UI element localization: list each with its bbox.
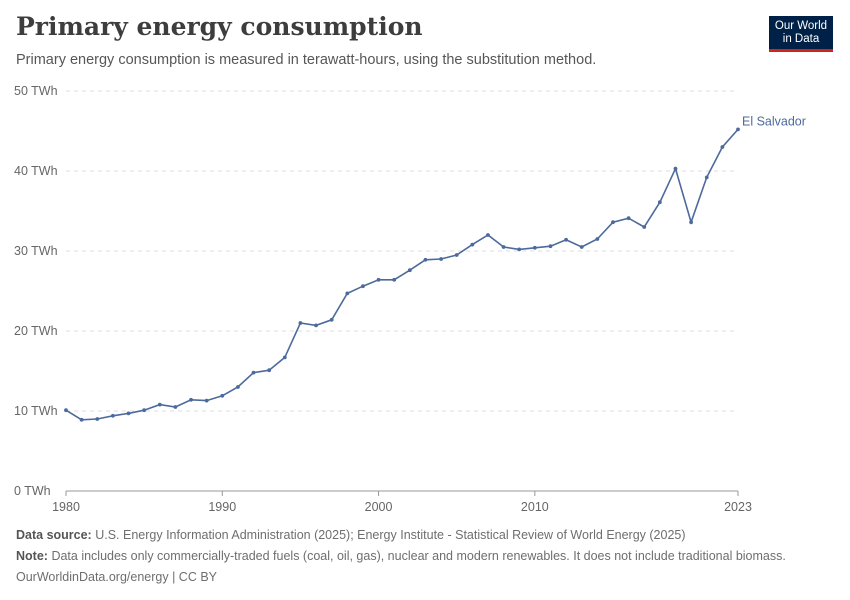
data-source-text: U.S. Energy Information Administration (… [95, 528, 686, 542]
data-point [736, 127, 740, 132]
owid-logo[interactable]: Our World in Data [769, 16, 833, 52]
x-tick-label: 1990 [208, 500, 236, 514]
data-point [95, 417, 100, 421]
data-point [64, 408, 68, 413]
data-point [517, 247, 522, 252]
chart-subtitle: Primary energy consumption is measured i… [16, 52, 597, 68]
data-point [282, 355, 287, 360]
data-point [720, 145, 725, 149]
data-point [142, 408, 147, 413]
series-line [65, 128, 739, 421]
data-source: Data source: U.S. Energy Information Adm… [16, 528, 686, 542]
data-point [173, 405, 178, 409]
data-point [376, 277, 381, 282]
y-tick-label: 40 TWh [14, 164, 58, 178]
data-point [611, 220, 615, 225]
data-point [236, 385, 240, 389]
data-point [626, 216, 631, 221]
data-point [423, 257, 428, 262]
data-point [157, 402, 162, 407]
y-tick-label: 30 TWh [14, 244, 58, 258]
data-point [79, 417, 84, 422]
x-tick-label: 2023 [724, 500, 752, 514]
data-point [298, 321, 303, 325]
credit-link[interactable]: OurWorldinData.org/energy | CC BY [16, 570, 218, 584]
data-point [267, 368, 272, 373]
data-point [579, 245, 584, 249]
data-point [314, 323, 318, 328]
data-point [486, 233, 490, 237]
y-tick-label: 50 TWh [14, 84, 58, 98]
data-point [361, 284, 365, 289]
data-point [220, 393, 225, 398]
data-point [345, 291, 350, 296]
data-point [329, 317, 334, 322]
line-chart: 0 TWh 10 TWh 20 TWh 30 TWh 40 TWh 50 TWh 1980 1… [14, 84, 806, 514]
data-point [204, 398, 209, 403]
y-tick-label: 0 TWh [14, 484, 51, 498]
logo-line-1: Our World [774, 20, 828, 32]
data-point [548, 244, 553, 249]
data-point [189, 397, 193, 402]
data-point [407, 268, 412, 273]
series-label: El Salvador [742, 114, 806, 128]
chart-title: Primary energy consumption [16, 12, 423, 41]
data-point [439, 257, 443, 261]
data-point [126, 411, 131, 416]
data-point [454, 253, 459, 257]
data-point [657, 200, 662, 205]
note-label: Note: [16, 549, 48, 563]
data-point [689, 220, 694, 225]
note-text: Data includes only commercially-traded f… [51, 549, 786, 563]
x-tick-label: 2010 [521, 500, 549, 514]
chart-note: Note: Data includes only commercially-tr… [16, 549, 786, 563]
logo-line-2: in Data [782, 33, 820, 45]
data-point [704, 175, 709, 180]
y-tick-label: 10 TWh [14, 404, 58, 418]
data-point [501, 245, 506, 249]
data-point [595, 237, 600, 241]
y-tick-label: 20 TWh [14, 324, 58, 338]
data-point [392, 277, 397, 282]
data-point [564, 237, 568, 242]
data-point [642, 225, 647, 229]
x-tick-label: 2000 [365, 500, 393, 514]
data-point [251, 370, 256, 375]
x-tick-label: 1980 [52, 500, 80, 514]
data-source-label: Data source: [16, 528, 92, 542]
data-point [470, 242, 475, 247]
data-point [532, 245, 537, 250]
data-point [110, 413, 115, 418]
data-point [673, 166, 678, 171]
